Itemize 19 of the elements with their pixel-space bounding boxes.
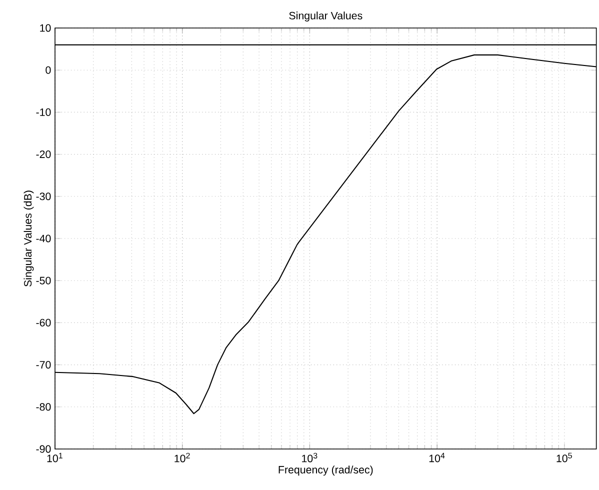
x-tick-label: 10$^{1}$ (47, 452, 62, 462)
y-tick-label: -10 (36, 108, 51, 116)
chart-title: Singular Values (289, 12, 362, 22)
y-tick-label: -30 (36, 192, 51, 200)
y-tick-label: -80 (36, 403, 51, 411)
y-tick-label: -70 (36, 361, 51, 369)
x-tick-label: 10$^{4}$ (429, 452, 445, 462)
y-tick-label: 0 (46, 66, 51, 74)
y-tick-label: 10 (40, 24, 51, 32)
y-tick-label: -90 (36, 445, 51, 453)
y-tick-label: -20 (36, 150, 51, 158)
x-tick-label: 10$^{3}$ (302, 452, 318, 462)
y-axis-title: Singular Values (dB) (24, 190, 34, 287)
x-axis-title: Frequency (rad/sec) (278, 466, 373, 476)
y-tick-label: -40 (36, 234, 51, 242)
x-tick-label: 10$^{5}$ (556, 452, 572, 462)
y-tick-label: -50 (36, 276, 51, 284)
x-tick-label: 10$^{2}$ (174, 452, 190, 462)
y-tick-label: -60 (36, 318, 51, 326)
